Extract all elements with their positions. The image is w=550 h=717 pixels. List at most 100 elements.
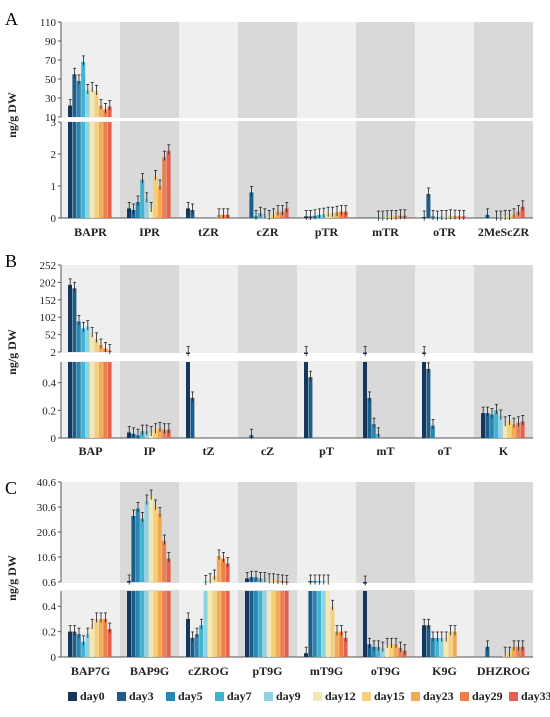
bar: [516, 646, 521, 657]
bar: [253, 591, 258, 657]
category-label: DHZROG: [477, 664, 530, 678]
y-tick-label: 90: [45, 36, 57, 48]
legend-swatch: [460, 692, 469, 701]
y-tick-label: 52: [45, 330, 56, 342]
category-label: mT9G: [310, 664, 343, 678]
bar: [430, 425, 435, 438]
y-tick-label: 10: [45, 112, 57, 124]
y-tick-label: 40.6: [37, 477, 57, 489]
bar: [68, 105, 72, 117]
bar: [498, 415, 503, 438]
bar: [140, 518, 145, 582]
bar: [94, 91, 99, 117]
bar: [144, 501, 149, 582]
bar: [190, 397, 195, 438]
bar: [107, 362, 112, 438]
y-tick-label: 152: [40, 295, 57, 307]
bar: [520, 421, 525, 438]
bar: [144, 198, 149, 218]
bar: [85, 122, 90, 218]
bar: [81, 328, 86, 352]
bar: [516, 422, 521, 438]
bar: [94, 122, 99, 218]
bar: [166, 429, 171, 438]
bar: [334, 631, 339, 657]
bar: [107, 122, 112, 218]
bar: [72, 631, 77, 657]
bar: [149, 208, 153, 218]
bar: [481, 413, 485, 438]
bar: [72, 122, 77, 218]
legend-label: day3: [129, 689, 154, 703]
category-label: oTR: [433, 225, 456, 239]
panel-letter: B: [5, 251, 17, 271]
bar: [489, 414, 494, 438]
y-tick-label: 102: [40, 312, 57, 324]
bar: [367, 644, 372, 657]
y-tick-label: 30: [45, 93, 57, 105]
bar: [221, 558, 226, 582]
bar: [94, 362, 99, 438]
bar: [90, 122, 94, 218]
bar: [162, 157, 167, 218]
bar: [90, 362, 94, 438]
legend-label: day5: [178, 689, 203, 703]
bar: [162, 541, 167, 582]
bar: [131, 516, 136, 582]
category-label: BAPR: [74, 225, 107, 239]
bar: [140, 179, 145, 218]
bar: [94, 618, 99, 657]
y-tick-label: 0.4: [42, 378, 56, 390]
y-tick-label: 70: [45, 55, 57, 67]
legend: day0 day3 day5 day7 day9 day12 day15 day23 day29…: [68, 689, 550, 703]
bar: [304, 362, 308, 438]
category-label: 2MeScZR: [478, 225, 530, 239]
bar: [194, 634, 199, 657]
bar: [81, 641, 86, 657]
bar: [452, 631, 457, 657]
bar: [144, 591, 149, 657]
y-tick-label: 2: [51, 149, 57, 161]
bar: [157, 428, 162, 438]
bar: [162, 429, 167, 438]
bar: [135, 508, 140, 582]
category-label: pTR: [315, 225, 339, 239]
category-label: oT: [437, 444, 451, 458]
category-label: K9G: [432, 664, 457, 678]
category-label: BAP: [79, 444, 103, 458]
bar: [68, 362, 72, 438]
bar: [339, 631, 344, 657]
y-tick-label: 30.6: [37, 502, 57, 514]
bar: [448, 631, 453, 657]
legend-swatch: [117, 692, 126, 701]
bar: [72, 362, 77, 438]
bar: [103, 122, 108, 218]
category-label: mT: [377, 444, 395, 458]
legend-label: day15: [374, 689, 405, 703]
bar: [371, 646, 376, 657]
panel-C: Cng/g DW 0.6 10.6 20.6 30.6 40.6 0 0.2 0.4 BAP7G B…: [5, 477, 535, 678]
bar: [430, 637, 435, 657]
legend-swatch: [509, 692, 518, 701]
bar: [363, 591, 367, 657]
bar: [435, 637, 440, 657]
bar: [90, 625, 94, 657]
category-label: BAP9G: [130, 664, 169, 678]
category-label: IPR: [139, 225, 160, 239]
bar: [98, 362, 103, 438]
bar: [157, 591, 162, 657]
bar: [511, 646, 516, 657]
category-label: pT: [319, 444, 334, 458]
bar: [245, 591, 249, 657]
bar: [90, 333, 94, 352]
y-tick-label: 0.6: [42, 577, 56, 589]
bar: [76, 362, 81, 438]
category-label: K: [499, 444, 509, 458]
legend-label: day33: [521, 689, 550, 703]
bar: [131, 591, 136, 657]
legend-label: day0: [80, 689, 105, 703]
panel-A: Ang/g DW 10 30 50 70 90 110 0 1 2 3 BAPR IPR tZR cZR pT…: [5, 9, 535, 239]
bar: [199, 625, 204, 657]
bar: [68, 631, 72, 657]
